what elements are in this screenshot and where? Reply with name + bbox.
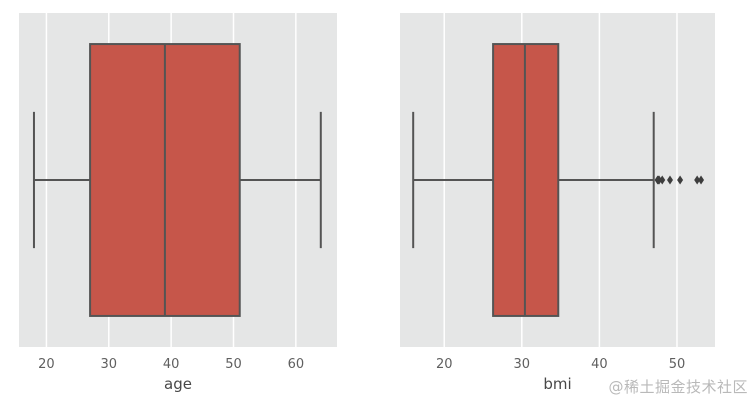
outlier-diamond [677,175,684,185]
x-tick-label: 30 [100,357,118,372]
x-tick-label: 30 [513,357,531,372]
x-tick-label: 40 [162,357,180,372]
x-tick-label: 60 [287,357,305,372]
outlier-diamond [698,175,705,185]
outlier-diamond [694,175,701,185]
x-tick-label: 50 [225,357,242,372]
age-x-axis-label: age [164,375,192,393]
x-tick-label: 40 [591,357,608,372]
x-tick-label: 20 [38,357,55,372]
outlier-diamond [659,175,666,185]
bmi-x-axis-label: bmi [543,375,572,393]
bmi-boxplot-panel: 20 30 40 50 bmi [400,13,715,392]
outlier-diamond [667,175,673,185]
outlier-diamond [656,175,663,185]
x-tick-label: 20 [435,357,453,372]
bmi-boxplot [400,13,715,347]
age-boxplot-panel: 20 30 40 50 60 age [19,13,337,392]
age-boxplot [19,13,337,347]
x-tick-label: 50 [668,357,686,372]
watermark: @稀土掘金技术社区 [608,378,748,396]
